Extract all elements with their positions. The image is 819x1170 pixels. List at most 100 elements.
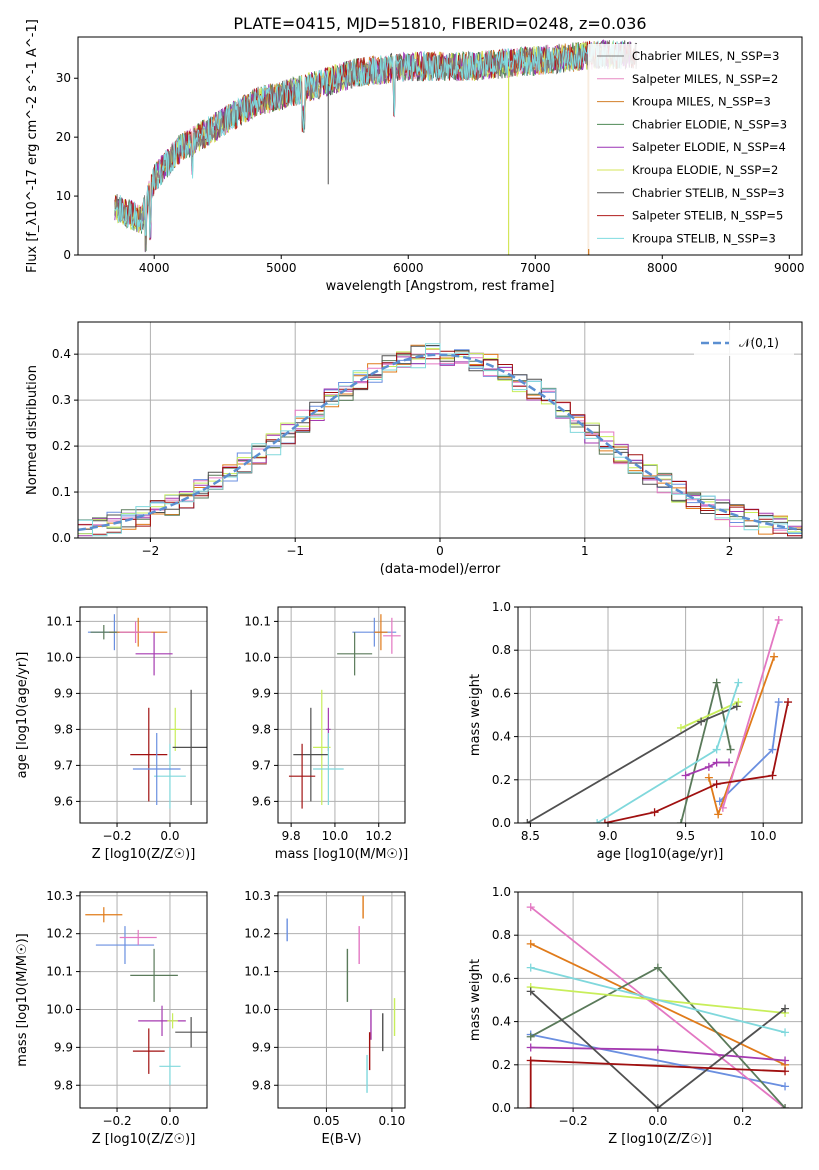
weight-marker: [650, 808, 659, 817]
x-tick-label: 9.5: [676, 829, 695, 843]
axes-frame: [79, 606, 208, 824]
axes-frame: [277, 891, 406, 1109]
y-tick-label: 10.0: [46, 1002, 73, 1016]
x-tick-label: 2: [726, 544, 734, 558]
y-axis-label: Flux [f_λ10^-17 erg cm^-2 s^-1 A^-1]: [25, 19, 40, 273]
weight-series-5: [685, 761, 730, 777]
legend-label: Chabrier STELIB, N_SSP=3: [632, 186, 784, 200]
legend-label: Chabrier ELODIE, N_SSP=3: [632, 117, 787, 131]
weight-marker: [712, 780, 721, 789]
x-tick-label: −0.2: [559, 1114, 588, 1128]
y-axis-label: age [log10(age/yr)]: [15, 652, 30, 779]
x-tick-label: 0.05: [313, 1114, 340, 1128]
y-tick-label: 0.3: [52, 393, 71, 407]
legend-label: Salpeter STELIB, N_SSP=5: [632, 209, 783, 223]
age_vs_mass-panel: 9.8 10.0 10.2 9.6 9.7 9.8 9.9 10.0 10.1 mass [log…: [244, 606, 408, 862]
y-tick-label: 9.7: [252, 758, 271, 772]
weight-marker: [593, 819, 602, 823]
y-tick-label: 10.2: [244, 927, 271, 941]
y-axis-label: mass weight: [468, 674, 483, 756]
weight-marker: [781, 1067, 790, 1076]
weight-marker: [784, 698, 793, 707]
x-tick-label: 10.2: [365, 829, 392, 843]
y-tick-label: 30: [56, 71, 71, 85]
legend-label: Kroupa ELODIE, N_SSP=2: [632, 163, 778, 177]
legend-label: Salpeter ELODIE, N_SSP=4: [632, 140, 786, 154]
y-tick-label: 0.6: [492, 971, 511, 985]
spectrum-series-6: [114, 39, 619, 249]
mass_vs_ebv-panel: 0.05 0.10 9.8 9.9 10.0 10.1 10.2 10.3 E(B-V): [244, 889, 406, 1147]
y-tick-label: 10: [56, 189, 71, 203]
mass_vs_ebv-points: [286, 895, 396, 1093]
x-tick-label: 0.2: [733, 1114, 752, 1128]
weight-marker: [732, 702, 741, 711]
residuals-panel: −2 −1 0 1 2 0.0 0.1 0.2 0.3 0.4 (data-model)/error…: [25, 321, 803, 577]
weight-marker: [712, 758, 721, 767]
weight-marker: [526, 1043, 535, 1052]
mass_vs_Z-panel: −0.2 0.0 9.8 9.9 10.0 10.1 10.2 10.3 Z [log10(Z/…: [15, 889, 208, 1147]
x-tick-label: 4000: [139, 261, 170, 275]
y-tick-label: 0.8: [492, 643, 511, 657]
age_vs_mass-points: [288, 614, 401, 809]
weight-series-3: [530, 906, 786, 1108]
legend-label: 𝒩(0,1): [739, 336, 779, 350]
weight-marker: [712, 745, 721, 754]
weight-marker: [714, 810, 723, 819]
axes-frame: [517, 606, 803, 824]
y-tick-label: 1.0: [492, 885, 511, 899]
y-tick-label: 9.9: [54, 686, 73, 700]
y-tick-label: 0.4: [52, 347, 71, 361]
y-tick-label: 0.0: [52, 531, 71, 545]
y-tick-label: 9.6: [54, 794, 73, 808]
weight-marker: [526, 903, 535, 912]
y-axis-label: mass weight: [468, 959, 483, 1041]
y-tick-label: 0.0: [492, 816, 511, 830]
legend-box: [588, 44, 796, 249]
weight-marker: [697, 717, 706, 726]
x-axis-label: Z [log10(Z/Z☉)]: [92, 1132, 196, 1147]
axes-frame: [79, 891, 208, 1109]
legend-label: Salpeter MILES, N_SSP=2: [632, 72, 778, 86]
weight-marker: [704, 762, 713, 771]
weight-marker: [526, 1104, 535, 1108]
weight-marker: [768, 771, 777, 780]
weight-series-9: [530, 966, 786, 1034]
spectrum-panel: 4000 5000 6000 7000 8000 9000 0 10 20 30 wavelengt…: [25, 19, 805, 294]
weight-marker: [681, 771, 690, 780]
y-tick-label: 0.8: [492, 928, 511, 942]
weight-series-1: [530, 1033, 786, 1088]
y-tick-label: 0.4: [492, 1015, 511, 1029]
weight-marker: [704, 773, 713, 782]
y-tick-label: 9.8: [252, 722, 271, 736]
x-axis-label: (data-model)/error: [380, 562, 501, 577]
x-tick-label: 0.0: [648, 1114, 667, 1128]
y-tick-label: 9.9: [252, 1040, 271, 1054]
x-tick-label: 10.0: [322, 829, 349, 843]
weight-series-7: [530, 990, 786, 1108]
weight-marker: [781, 1082, 790, 1091]
y-tick-label: 0.4: [492, 730, 511, 744]
y-tick-label: 0: [63, 248, 71, 262]
age_vs_Z-panel: −0.2 0.0 9.6 9.7 9.8 9.9 10.0 10.1 Z [log10(Z/Z☉…: [15, 606, 208, 862]
weight_vs_Z-series: [526, 903, 790, 1108]
y-tick-label: 0.6: [492, 686, 511, 700]
x-tick-label: −1: [286, 544, 304, 558]
weight-marker: [781, 1056, 790, 1065]
x-axis-label: Z [log10(Z/Z☉)]: [608, 1132, 712, 1147]
weight-marker: [734, 678, 743, 687]
x-tick-label: 0.0: [160, 829, 179, 843]
x-tick-label: 0: [436, 544, 444, 558]
y-tick-label: 9.8: [252, 1078, 271, 1092]
y-tick-label: 9.6: [252, 794, 271, 808]
weight-marker: [526, 1032, 535, 1041]
x-axis-label: Z [log10(Z/Z☉)]: [92, 847, 196, 862]
weight-marker: [653, 963, 662, 972]
weight-series-6: [680, 701, 739, 729]
y-tick-label: 9.7: [54, 758, 73, 772]
mass_vs_Z-points: [85, 907, 207, 1086]
x-tick-label: 9000: [774, 261, 805, 275]
weight_vs_Z-panel: −0.2 0.0 0.2 0.0 0.2 0.4 0.6 0.8 1.0 Z [log10(Z/Z…: [468, 885, 803, 1147]
x-tick-label: 1: [581, 544, 589, 558]
normal-curve: [78, 353, 802, 532]
